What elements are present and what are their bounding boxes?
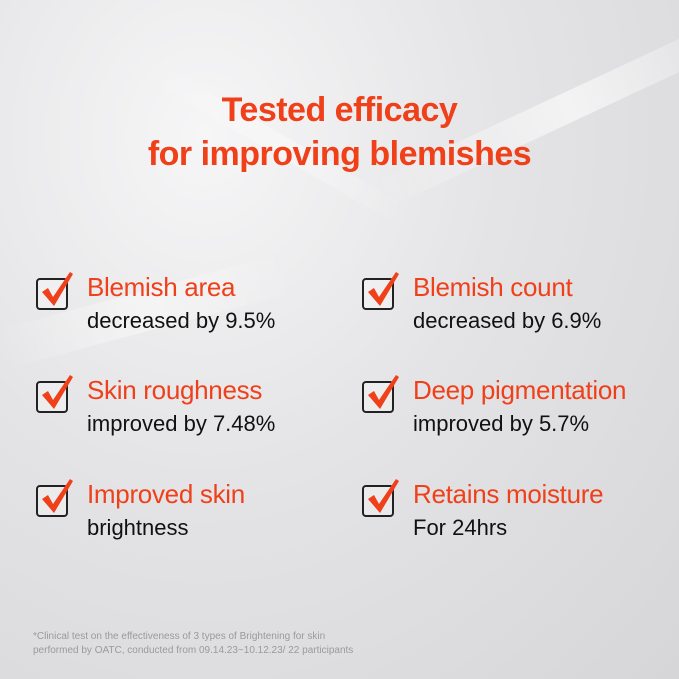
benefit-heading: Blemish count: [413, 272, 573, 302]
benefit-heading: Deep pigmentation: [413, 375, 627, 405]
checkbox-checked-icon: [362, 375, 399, 413]
benefit-detail: decreased by 6.9%: [413, 308, 602, 333]
benefit-detail: decreased by 9.5%: [87, 308, 276, 333]
benefit-heading: Blemish area: [87, 272, 236, 302]
benefit-heading: Retains moisture: [413, 479, 604, 509]
footnote: *Clinical test on the effectiveness of 3…: [33, 630, 353, 658]
benefit-detail: improved by 7.48%: [87, 411, 276, 436]
benefit-heading: Improved skin: [87, 479, 245, 509]
benefit-detail: For 24hrs: [413, 515, 508, 540]
footnote-line-2: performed by OATC, conducted from 09.14.…: [33, 645, 354, 656]
checkbox-checked-icon: [36, 375, 73, 413]
footnote-line-1: *Clinical test on the effectiveness of 3…: [33, 631, 326, 642]
page-title: Tested efficacy for improving blemishes: [0, 88, 679, 176]
benefit-heading: Skin roughness: [87, 375, 263, 405]
benefit-detail: brightness: [87, 515, 189, 540]
checkbox-checked-icon: [362, 272, 399, 310]
title-line-1: Tested efficacy: [221, 91, 458, 129]
benefit-detail: improved by 5.7%: [413, 411, 590, 436]
title-line-2: for improving blemishes: [147, 135, 532, 173]
checkbox-checked-icon: [36, 272, 73, 310]
checkbox-checked-icon: [36, 479, 73, 517]
checkbox-checked-icon: [362, 479, 399, 517]
